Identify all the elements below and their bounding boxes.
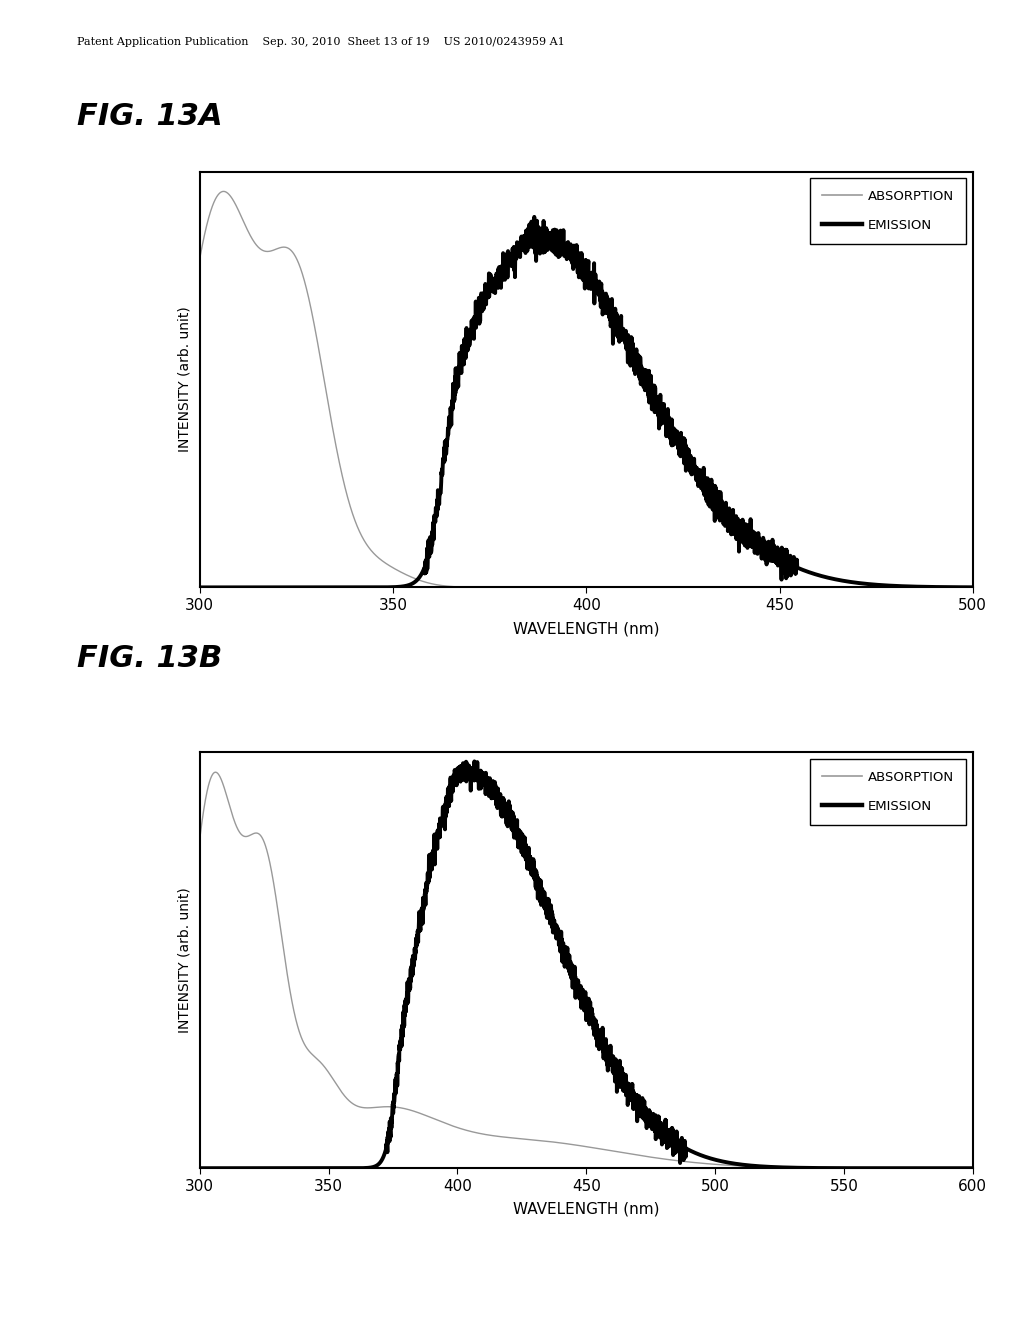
Legend: ABSORPTION, EMISSION: ABSORPTION, EMISSION [810,178,967,244]
Legend: ABSORPTION, EMISSION: ABSORPTION, EMISSION [810,759,967,825]
Text: FIG. 13A: FIG. 13A [77,103,222,132]
Text: Patent Application Publication    Sep. 30, 2010  Sheet 13 of 19    US 2010/02439: Patent Application Publication Sep. 30, … [77,37,564,48]
X-axis label: WAVELENGTH (nm): WAVELENGTH (nm) [513,622,659,636]
X-axis label: WAVELENGTH (nm): WAVELENGTH (nm) [513,1203,659,1217]
Y-axis label: INTENSITY (arb. unit): INTENSITY (arb. unit) [177,306,191,453]
Y-axis label: INTENSITY (arb. unit): INTENSITY (arb. unit) [177,887,191,1034]
Text: FIG. 13B: FIG. 13B [77,644,222,673]
